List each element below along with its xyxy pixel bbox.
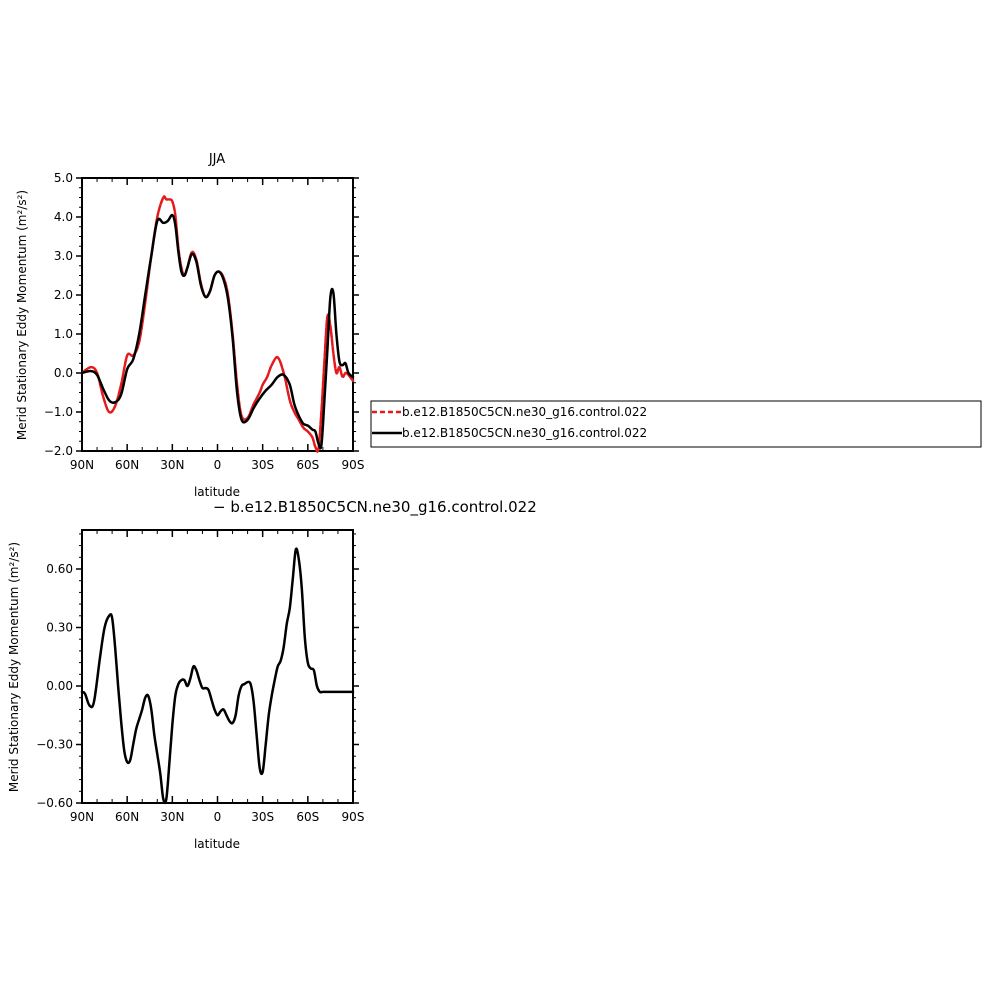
x-tick-label: 60N [115, 458, 139, 472]
x-tick-label: 90N [70, 810, 94, 824]
top-panel: JJA 90N 60N 30N 0 30S 60S 90S −2.0 −1.0 0.0 1.0 2.0… [15, 152, 364, 499]
top-panel-series [80, 195, 355, 453]
legend: b.e12.B1850C5CN.ne30_g16.control.022 b.e… [370, 400, 982, 448]
y-tick-label: 1.0 [54, 327, 73, 341]
top-panel-ticks: 90N 60N 30N 0 30S 60S 90S −2.0 −1.0 0.0 1.0 2.0 3.0 4… [44, 171, 365, 472]
bottom-panel-title: − b.e12.B1850C5CN.ne30_g16.control.022 [213, 498, 537, 517]
x-tick-label: 30N [160, 458, 184, 472]
x-tick-label: 0 [214, 810, 222, 824]
x-tick-label: 30S [251, 458, 274, 472]
y-tick-label: 5.0 [54, 171, 73, 185]
y-tick-label: 3.0 [54, 249, 73, 263]
top-panel-xlabel: latitude [194, 485, 240, 499]
y-tick-label: 0.00 [46, 679, 73, 693]
top-panel-title: JJA [208, 152, 225, 167]
top-panel-frame [81, 177, 354, 452]
bottom-panel-ticks: 90N 60N 30N 0 30S 60S 90S −0.60 −0.30 0.00 0.30 0.6… [36, 530, 364, 824]
bottom-panel-frame [81, 529, 354, 804]
series-line-0 [80, 195, 355, 453]
series-line-1 [80, 213, 355, 450]
y-tick-label: −1.0 [44, 405, 73, 419]
x-tick-label: 90N [70, 458, 94, 472]
y-tick-label: 4.0 [54, 210, 73, 224]
legend-label-0: b.e12.B1850C5CN.ne30_g16.control.022 [402, 405, 647, 419]
top-panel-ylabel: Merid Stationary Eddy Momentum (m²/s²) [15, 190, 29, 440]
x-tick-label: 90S [342, 458, 365, 472]
bottom-panel-series [80, 547, 355, 805]
x-tick-label: 60N [115, 810, 139, 824]
y-tick-label: 0.0 [54, 366, 73, 380]
x-tick-label: 60S [296, 810, 319, 824]
bottom-panel-ylabel: Merid Stationary Eddy Momentum (m²/s²) [7, 542, 21, 792]
x-tick-label: 30S [251, 810, 274, 824]
y-tick-label: 2.0 [54, 288, 73, 302]
x-tick-label: 0 [214, 458, 222, 472]
y-tick-label: −2.0 [44, 444, 73, 458]
x-tick-label: 30N [160, 810, 184, 824]
y-tick-label: 0.60 [46, 562, 73, 576]
series-line-0 [80, 547, 355, 805]
bottom-panel-xlabel: latitude [194, 837, 240, 851]
bottom-panel: − b.e12.B1850C5CN.ne30_g16.control.022 9… [7, 498, 537, 851]
y-tick-label: −0.30 [36, 738, 73, 752]
x-tick-label: 90S [342, 810, 365, 824]
legend-label-1: b.e12.B1850C5CN.ne30_g16.control.022 [402, 426, 647, 440]
y-tick-label: 0.30 [46, 621, 73, 635]
y-tick-label: −0.60 [36, 796, 73, 810]
legend-box [370, 400, 982, 448]
x-tick-label: 60S [296, 458, 319, 472]
